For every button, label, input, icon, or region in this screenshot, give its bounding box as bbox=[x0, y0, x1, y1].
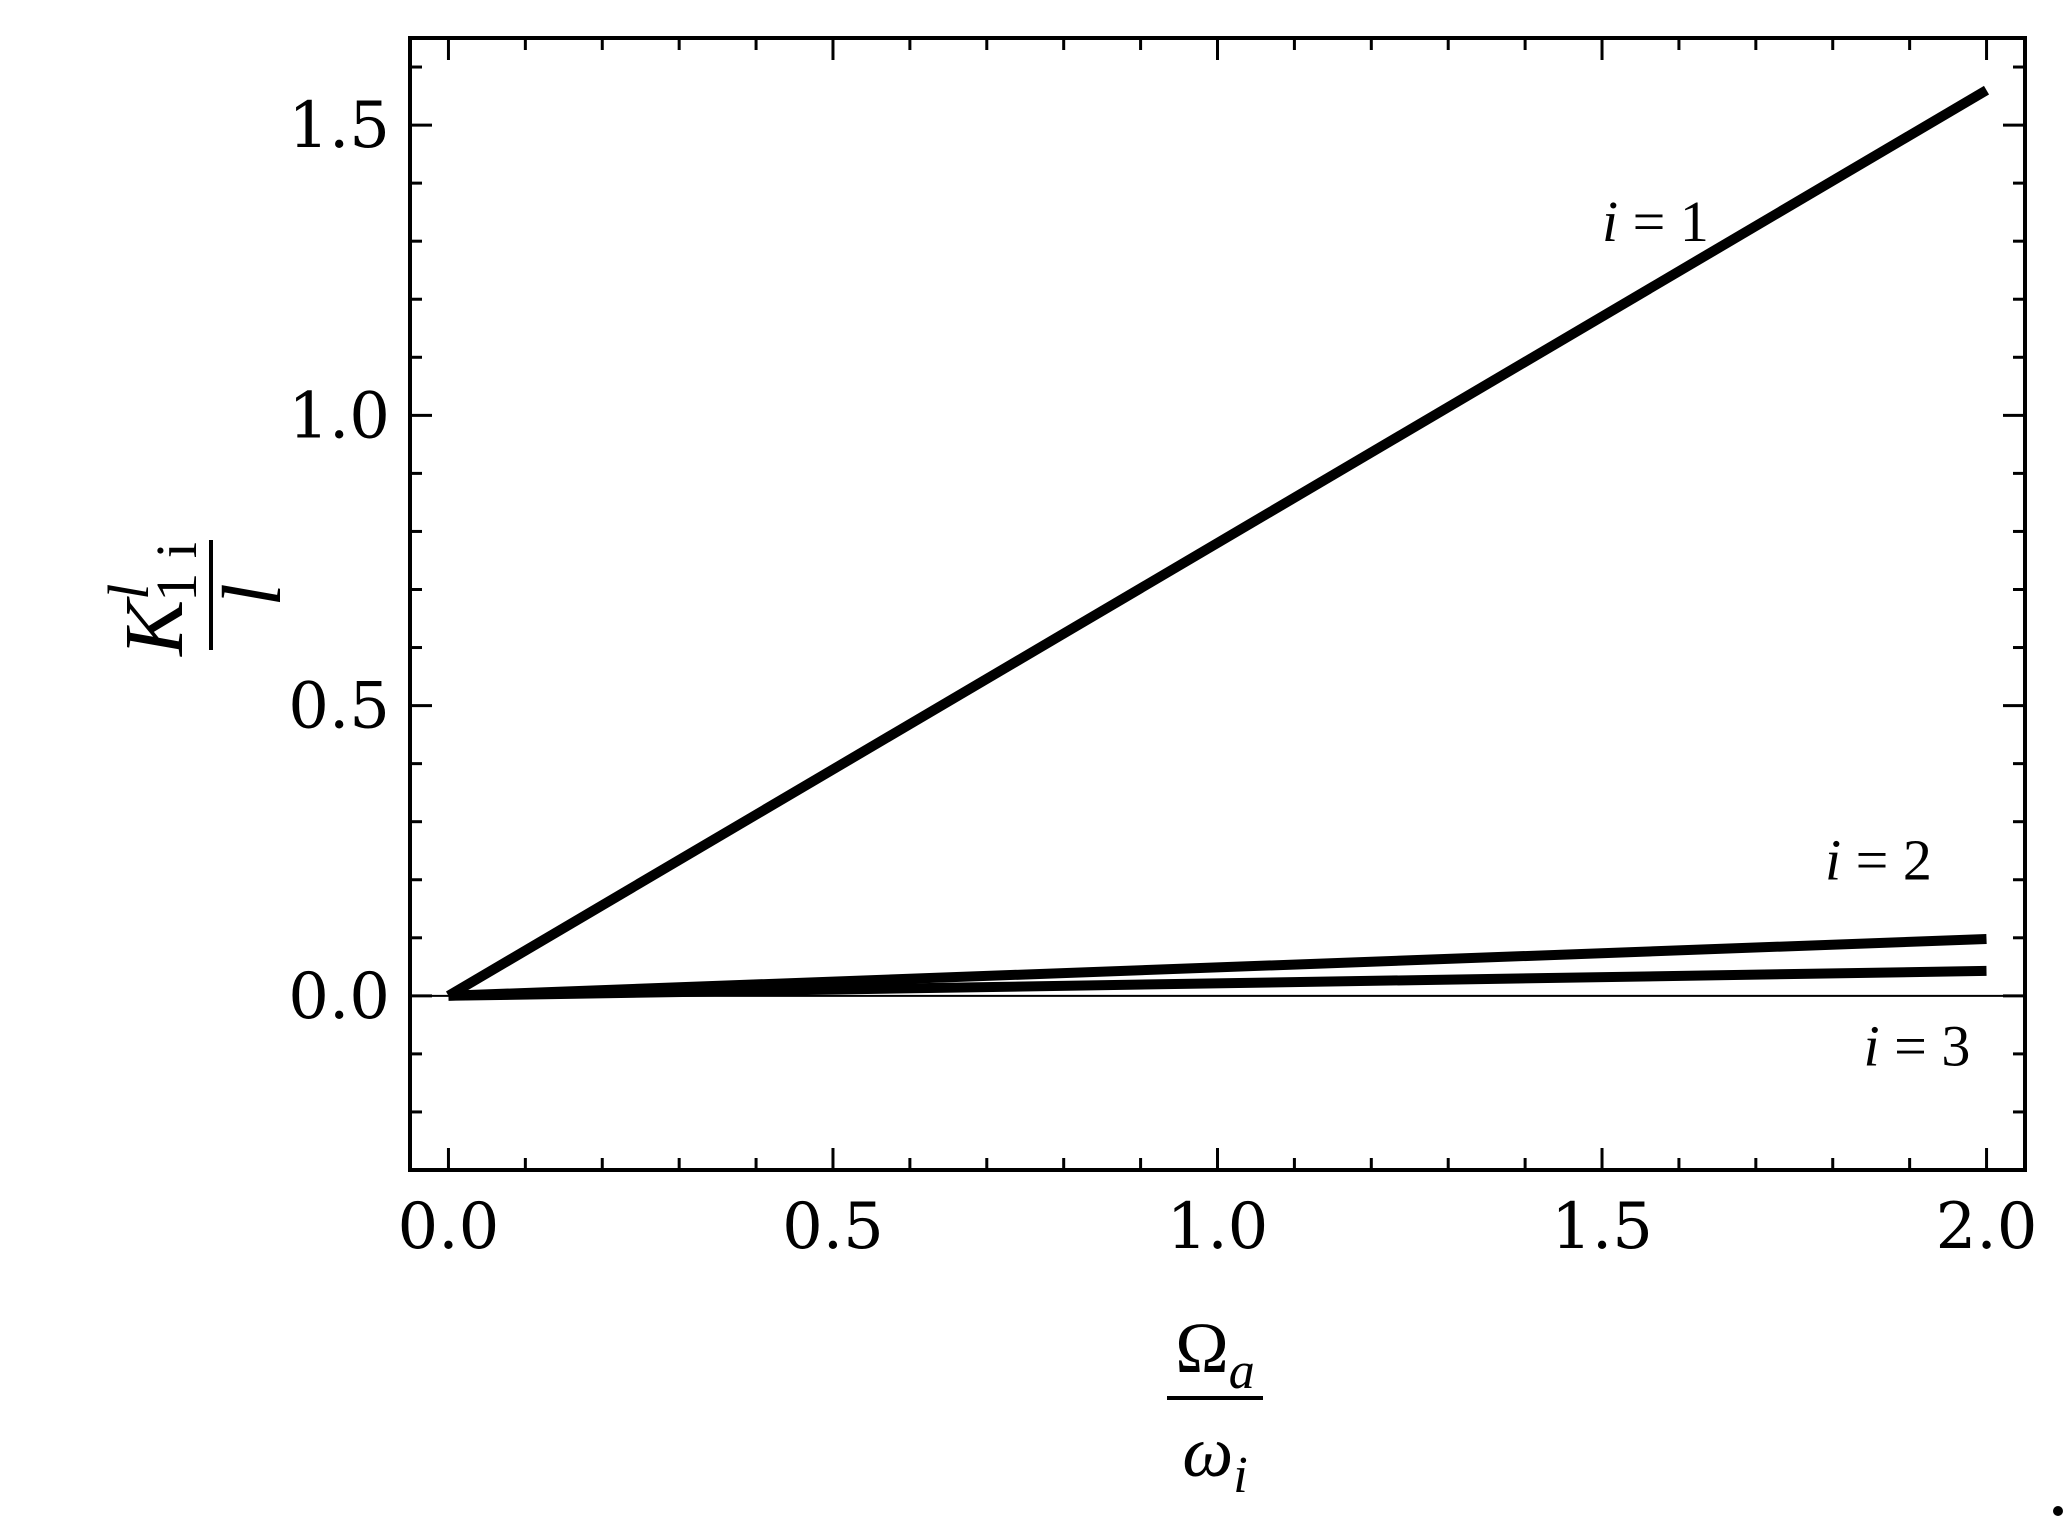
y-tick-label: 0.5 bbox=[288, 670, 390, 744]
x-tick-label: 2.0 bbox=[1936, 1190, 2038, 1264]
line-annotation-2: i = 2 bbox=[1825, 828, 1932, 893]
y-tick-label: 1.0 bbox=[288, 379, 390, 453]
y-tick-label: 1.5 bbox=[288, 89, 390, 163]
y-axis-label-numerator: Kl1 i bbox=[96, 542, 209, 657]
line-annotations: i = 1 i = 2 i = 3 bbox=[1602, 189, 1970, 1078]
series-line-1 bbox=[445, 85, 1990, 1001]
x-tick-label: 0.5 bbox=[782, 1190, 884, 1264]
series-line-3 bbox=[448, 965, 1987, 1001]
x-axis-label-numerator: Ωa bbox=[1175, 1308, 1255, 1400]
y-tick-label: 0.0 bbox=[288, 960, 390, 1034]
x-tick-label: 1.0 bbox=[1167, 1190, 1269, 1264]
line-annotation-1: i = 1 bbox=[1602, 189, 1709, 254]
x-axis-label: Ωa ωi bbox=[1167, 1308, 1263, 1504]
tick-labels: 0.0 0.5 1.0 1.5 2.0 0.0 0.5 1.0 1.5 bbox=[288, 89, 2037, 1264]
y-axis-label-denominator: l bbox=[206, 583, 299, 606]
x-tick-label: 1.5 bbox=[1551, 1190, 1653, 1264]
x-tick-label: 0.0 bbox=[398, 1190, 500, 1264]
trailing-dot bbox=[2053, 1506, 2063, 1516]
line-annotation-3: i = 3 bbox=[1864, 1014, 1971, 1079]
series-line-2 bbox=[448, 934, 1987, 1001]
x-axis-label-denominator: ωi bbox=[1182, 1412, 1247, 1504]
series-lines bbox=[445, 85, 1990, 1001]
y-axis-label: Kl1 i l bbox=[96, 540, 299, 657]
axis-ticks bbox=[410, 38, 2025, 1170]
